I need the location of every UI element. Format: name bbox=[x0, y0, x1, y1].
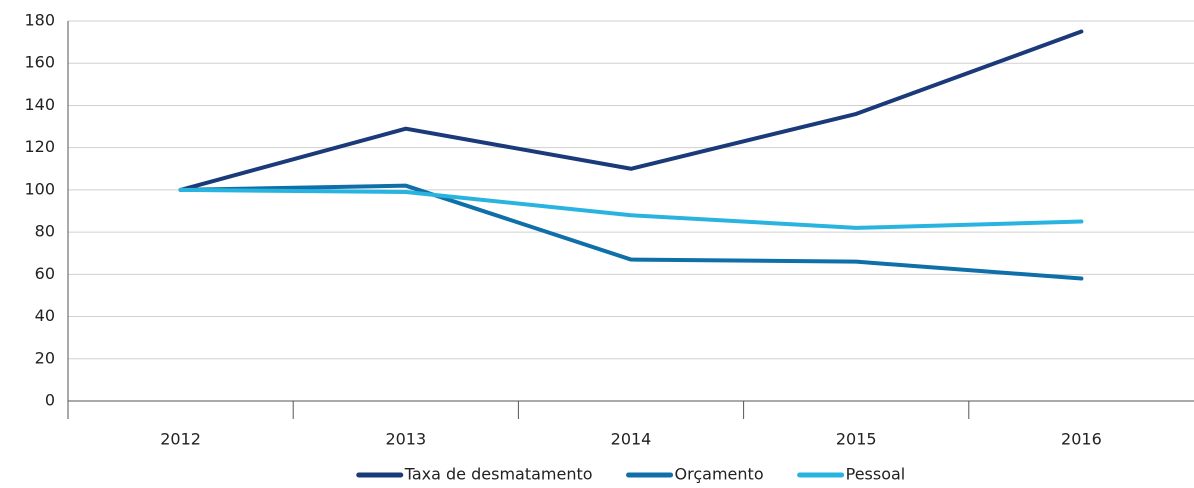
x-tick-label: 2015 bbox=[836, 430, 877, 449]
y-tick-label: 140 bbox=[24, 95, 55, 114]
x-tick-label: 2014 bbox=[611, 430, 652, 449]
y-tick-label: 120 bbox=[24, 137, 55, 156]
y-tick-label: 180 bbox=[24, 11, 55, 30]
legend-label: Orçamento bbox=[675, 465, 764, 484]
y-tick-label: 20 bbox=[35, 348, 55, 367]
y-tick-label: 60 bbox=[35, 264, 55, 283]
x-tick-label: 2016 bbox=[1061, 430, 1102, 449]
y-tick-label: 0 bbox=[45, 391, 55, 410]
series-line bbox=[178, 183, 1084, 281]
x-tick-label: 2013 bbox=[385, 430, 426, 449]
y-tick-label: 40 bbox=[35, 306, 55, 325]
legend-label: Taxa de desmatamento bbox=[404, 465, 593, 484]
series-line bbox=[178, 187, 1084, 230]
y-tick-label: 160 bbox=[24, 53, 55, 72]
legend-label: Pessoal bbox=[846, 465, 906, 484]
x-tick-label: 2012 bbox=[160, 430, 201, 449]
y-tick-label: 80 bbox=[35, 222, 55, 241]
y-tick-label: 100 bbox=[24, 179, 55, 198]
series-line bbox=[178, 29, 1084, 192]
